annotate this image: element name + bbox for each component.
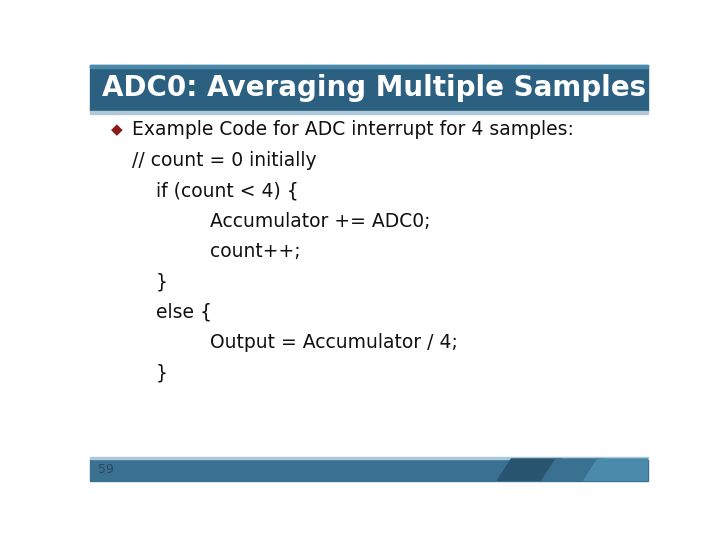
Polygon shape [542,459,603,481]
Text: if (count < 4) {: if (count < 4) { [156,181,299,200]
Bar [90,65,648,111]
Text: ADC0: Averaging Multiple Samples: ADC0: Averaging Multiple Samples [102,74,647,102]
Polygon shape [498,459,562,481]
Text: Example Code for ADC interrupt for 4 samples:: Example Code for ADC interrupt for 4 sam… [132,120,574,139]
Text: 59: 59 [99,463,114,476]
Bar [90,65,648,68]
Bar [90,457,648,459]
Text: Output = Accumulator / 4;: Output = Accumulator / 4; [210,333,458,352]
Text: count++;: count++; [210,242,300,261]
Bar [90,111,648,114]
Polygon shape [584,459,673,481]
Text: }: } [156,363,168,382]
Text: ◆: ◆ [111,122,123,137]
Text: // count = 0 initially: // count = 0 initially [132,151,317,170]
Text: }: } [156,272,168,292]
Text: Accumulator += ADC0;: Accumulator += ADC0; [210,212,431,231]
Text: else {: else { [156,303,212,322]
Bar [90,459,648,481]
